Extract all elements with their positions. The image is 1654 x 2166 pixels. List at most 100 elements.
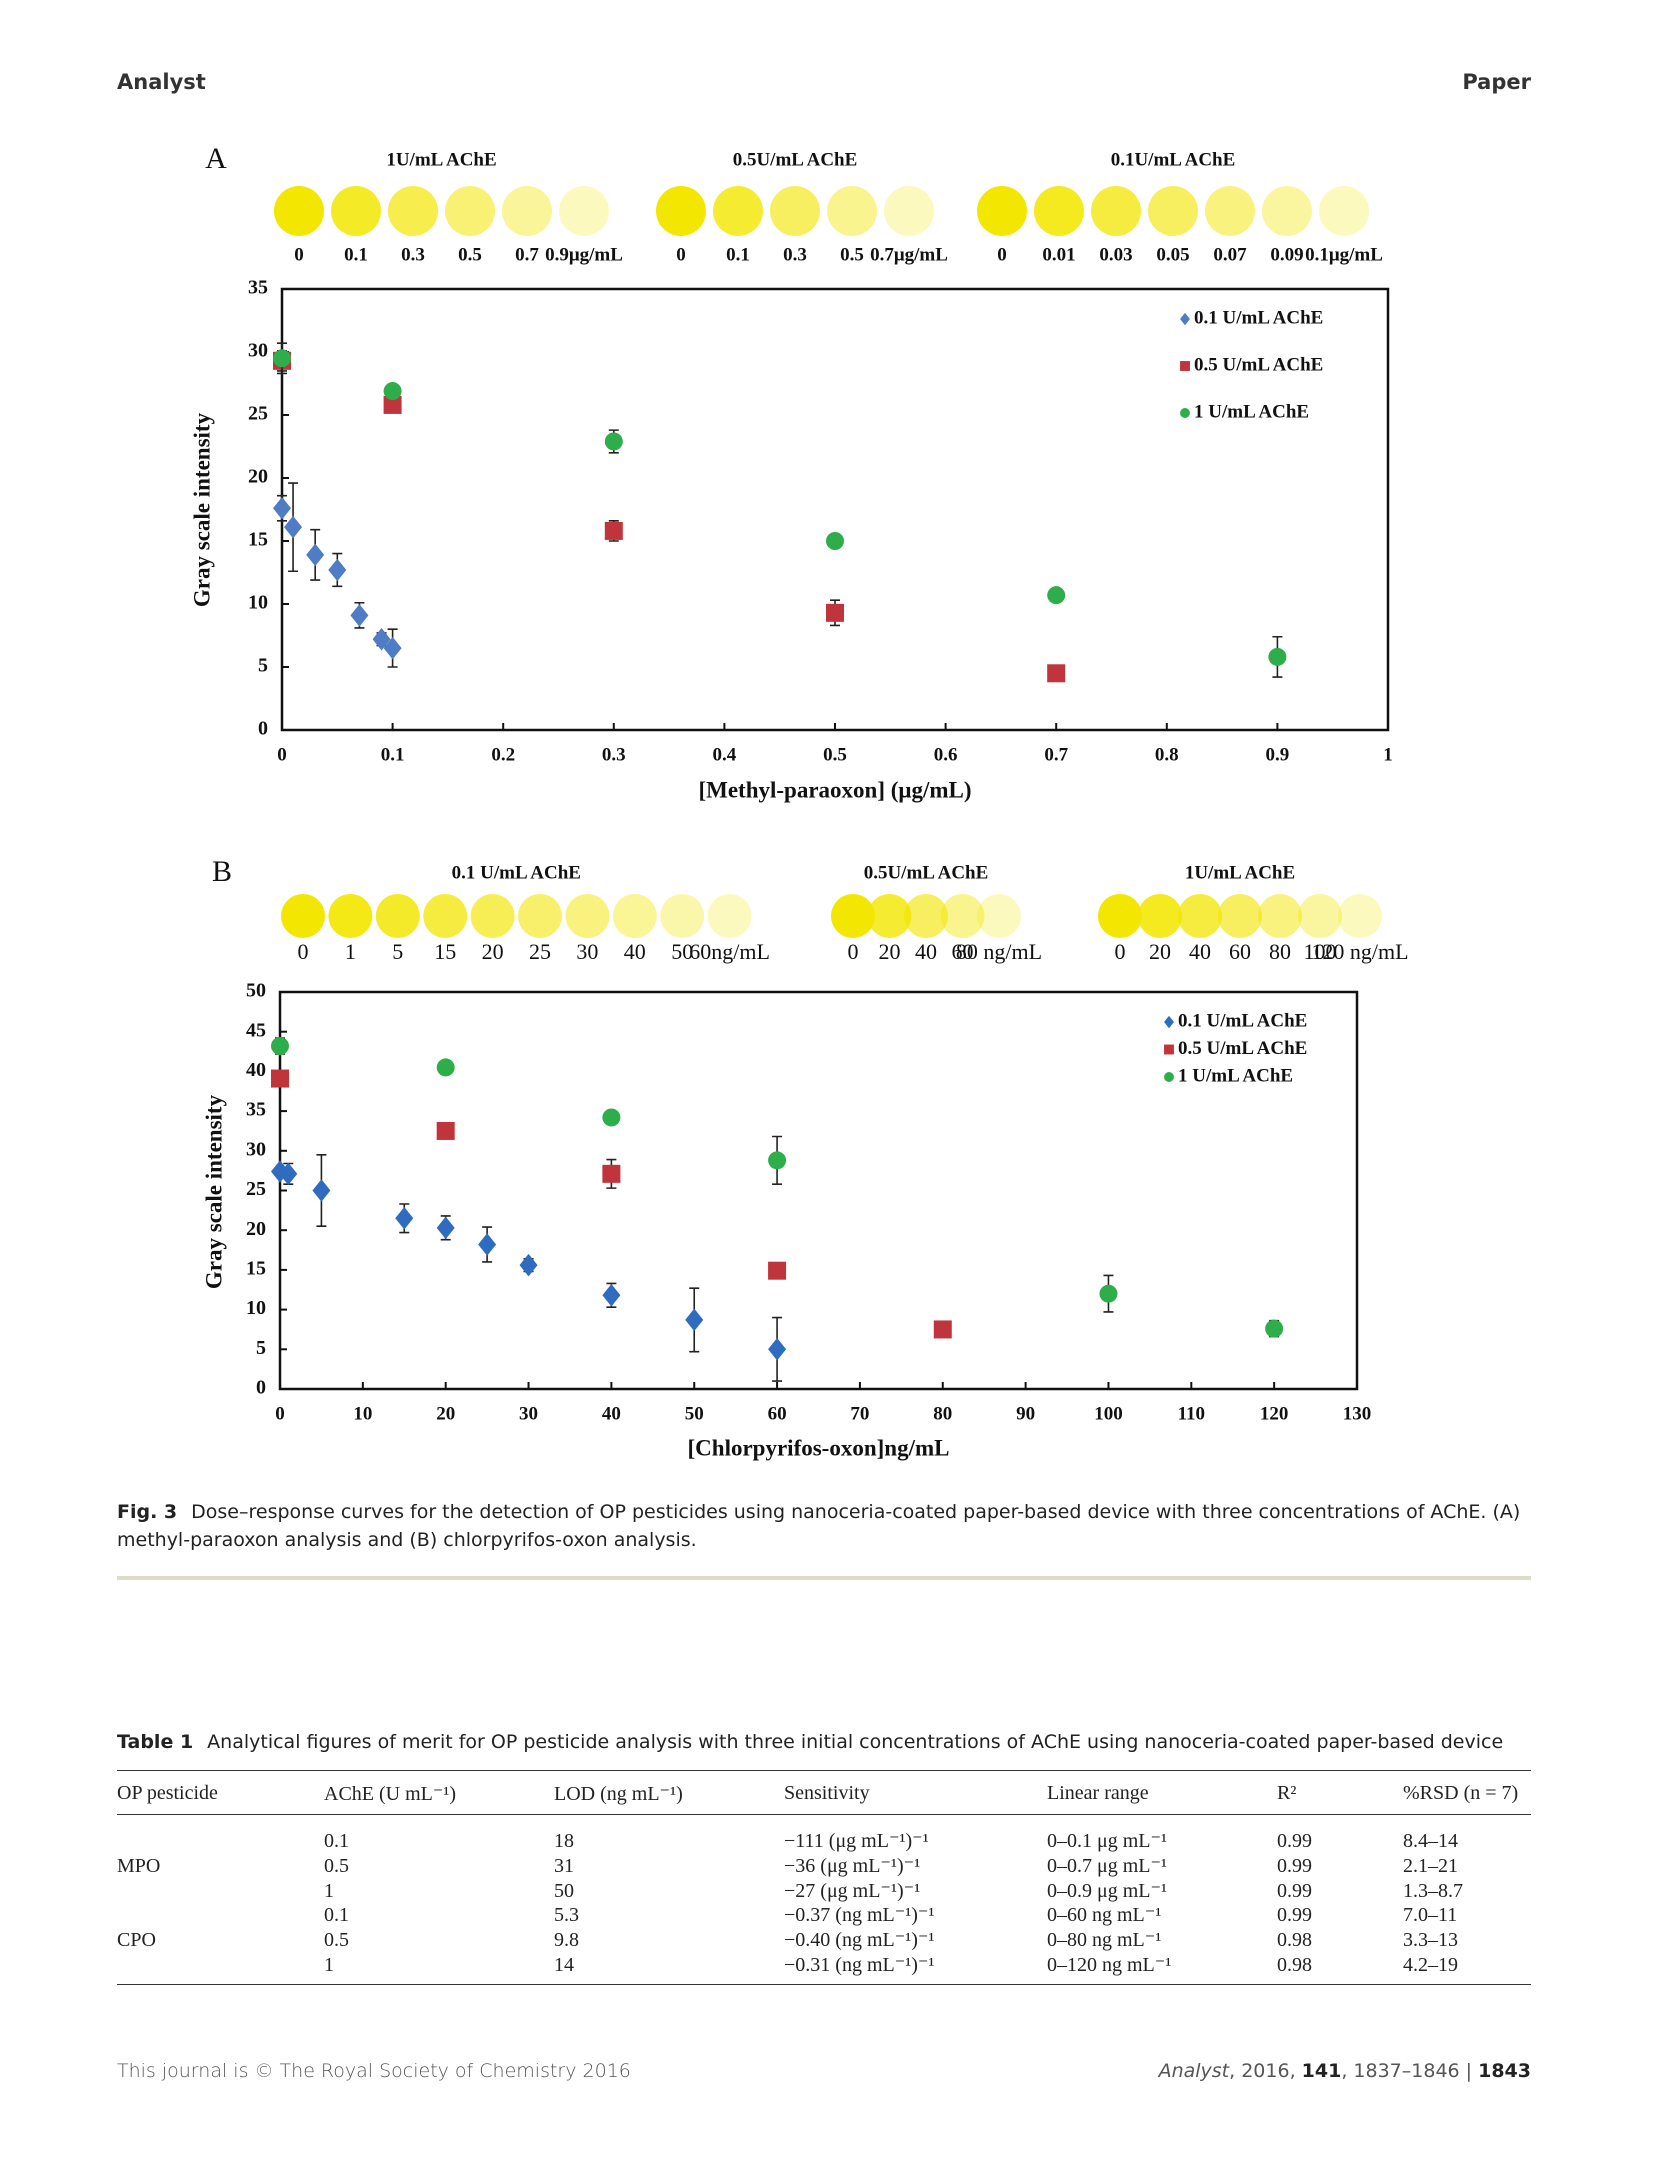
data-point (602, 1284, 621, 1307)
spot-label: 0.05 (1156, 244, 1189, 265)
table-cell: 0–0.9 μg mL⁻¹ (1047, 1879, 1168, 1902)
table-row: 1 50 −27 (μg mL⁻¹)⁻¹ 0–0.9 μg mL⁻¹ 0.99 1.3–8… (117, 1879, 1531, 1904)
legend-marker (1164, 1044, 1174, 1055)
y-tick-label: 5 (256, 1337, 266, 1359)
y-tick-label: 10 (246, 1297, 266, 1319)
x-tick-label: 0 (275, 1403, 285, 1424)
spot-label: 0.7μg/mL (870, 244, 948, 265)
spot-label: 60 (1229, 939, 1251, 964)
data-point (1047, 664, 1066, 683)
table-cell: 1.3–8.7 (1403, 1879, 1463, 1902)
x-tick-label: 0.1 (381, 744, 405, 765)
y-axis-title: Gray scale intensity (189, 412, 214, 607)
y-tick-label: 15 (246, 1257, 266, 1279)
data-point (768, 1151, 787, 1170)
x-tick-label: 100 (1094, 1403, 1123, 1424)
table-cell: 0–80 ng mL⁻¹ (1047, 1929, 1162, 1952)
spot-label: 0.1 (344, 244, 368, 265)
data-point (271, 1036, 289, 1055)
table-cell: 14 (554, 1952, 784, 1985)
data-point (383, 636, 402, 660)
table-cell: −36 (μg mL⁻¹)⁻¹ (784, 1854, 921, 1877)
table-cell: −111 (μg mL⁻¹)⁻¹ (784, 1830, 929, 1852)
spot-label: 0 (1115, 939, 1126, 964)
test-spot (612, 894, 657, 938)
table-cell: 0.98 (1277, 1929, 1312, 1952)
page-number: 1843 (1478, 2060, 1531, 2082)
spot-label: 0.9μg/mL (545, 244, 623, 265)
x-tick-label: 130 (1343, 1403, 1372, 1424)
x-tick-label: 0.8 (1155, 744, 1179, 765)
spot-label: 0.3 (783, 244, 807, 265)
test-spot (1218, 894, 1262, 938)
x-tick-label: 110 (1178, 1403, 1205, 1424)
spot-group-label: 0.1 U/mL AChE (452, 862, 581, 883)
spot-label: 25 (529, 939, 551, 964)
citation-volume: 141 (1301, 2060, 1342, 2082)
section-name: Paper (1462, 70, 1531, 94)
table-row: MPO 0.5 31 −36 (μg mL⁻¹)⁻¹ 0–0.7 μg mL⁻¹ 0.99… (117, 1854, 1531, 1879)
y-axis-title: Gray scale intensity (201, 1094, 226, 1289)
data-point (933, 1320, 952, 1339)
test-spot (1148, 186, 1198, 236)
table-cell: 0.99 (1277, 1854, 1312, 1877)
test-spot (559, 186, 609, 236)
column-header: R² (1277, 1770, 1403, 1815)
data-point (602, 1164, 621, 1183)
x-tick-label: 0.4 (713, 744, 737, 765)
spot-label: 1 (345, 939, 356, 964)
table-cell: 50 (554, 1879, 574, 1902)
column-header: Sensitivity (784, 1770, 1047, 1815)
pesticide-cell (117, 1952, 324, 1985)
test-spot (328, 894, 373, 938)
test-spot (827, 186, 877, 236)
legend-marker (1164, 1072, 1174, 1082)
figure: A 1U/mL AChE 0 0.1 0.3 0.5 0.7 0.9μg/mL 0.5U/mL … (189, 142, 1408, 1460)
data-point (604, 521, 623, 540)
citation-year: , 2016, (1229, 2060, 1302, 2082)
test-spot (831, 894, 875, 938)
spot-label: 40 (624, 939, 646, 964)
data-point (436, 1121, 455, 1140)
spot-label: 0 (997, 244, 1007, 265)
y-tick-label: 30 (246, 1138, 266, 1160)
column-header: %RSD (n = 7) (1403, 1770, 1531, 1815)
column-header: LOD (ng mL⁻¹) (554, 1770, 784, 1815)
spot-label: 0.01 (1042, 244, 1075, 265)
spot-label: 0.5 (840, 244, 864, 265)
table-cell: −0.31 (ng mL⁻¹)⁻¹ (784, 1952, 1047, 1985)
data-point (826, 603, 844, 622)
data-point (768, 1261, 787, 1280)
spot-group-label: 0.1U/mL AChE (1111, 149, 1236, 170)
test-spot (1138, 894, 1182, 938)
table-cell: 4.2–19 (1403, 1952, 1531, 1985)
y-tick-label: 25 (246, 1178, 266, 1200)
table-cell: 31 (554, 1854, 574, 1877)
data-point (602, 1108, 621, 1127)
test-spot (281, 894, 325, 938)
legend-label: 0.5 U/mL AChE (1178, 1038, 1307, 1059)
test-spot (904, 894, 948, 938)
table-title: Table 1 Analytical figures of merit for O… (117, 1731, 1557, 1753)
data-point (1268, 647, 1287, 666)
y-tick-label: 25 (248, 403, 268, 425)
x-tick-label: 0.7 (1044, 744, 1068, 765)
spot-label: 0.07 (1213, 244, 1247, 265)
data-point (284, 515, 303, 539)
y-tick-label: 15 (248, 529, 268, 551)
test-spot (707, 894, 752, 938)
legend-label: 0.1 U/mL AChE (1178, 1010, 1307, 1031)
legend-label: 0.1 U/mL AChE (1194, 307, 1323, 328)
data-point (1099, 1284, 1118, 1303)
table-row: 0.1 18 −111 (μg mL⁻¹)⁻¹ 0–0.1 μg mL⁻¹ 0.99 8.… (117, 1815, 1531, 1854)
pesticide-cell (117, 1879, 324, 1904)
data-point (768, 1338, 787, 1361)
test-spot (1298, 894, 1342, 938)
y-tick-label: 20 (248, 466, 268, 488)
x-tick-label: 0.9 (1266, 744, 1290, 765)
spot-label: 40 (915, 939, 937, 964)
legend-label: 1 U/mL AChE (1194, 401, 1309, 422)
test-spot (565, 894, 610, 938)
x-tick-label: 0.5 (823, 744, 847, 765)
